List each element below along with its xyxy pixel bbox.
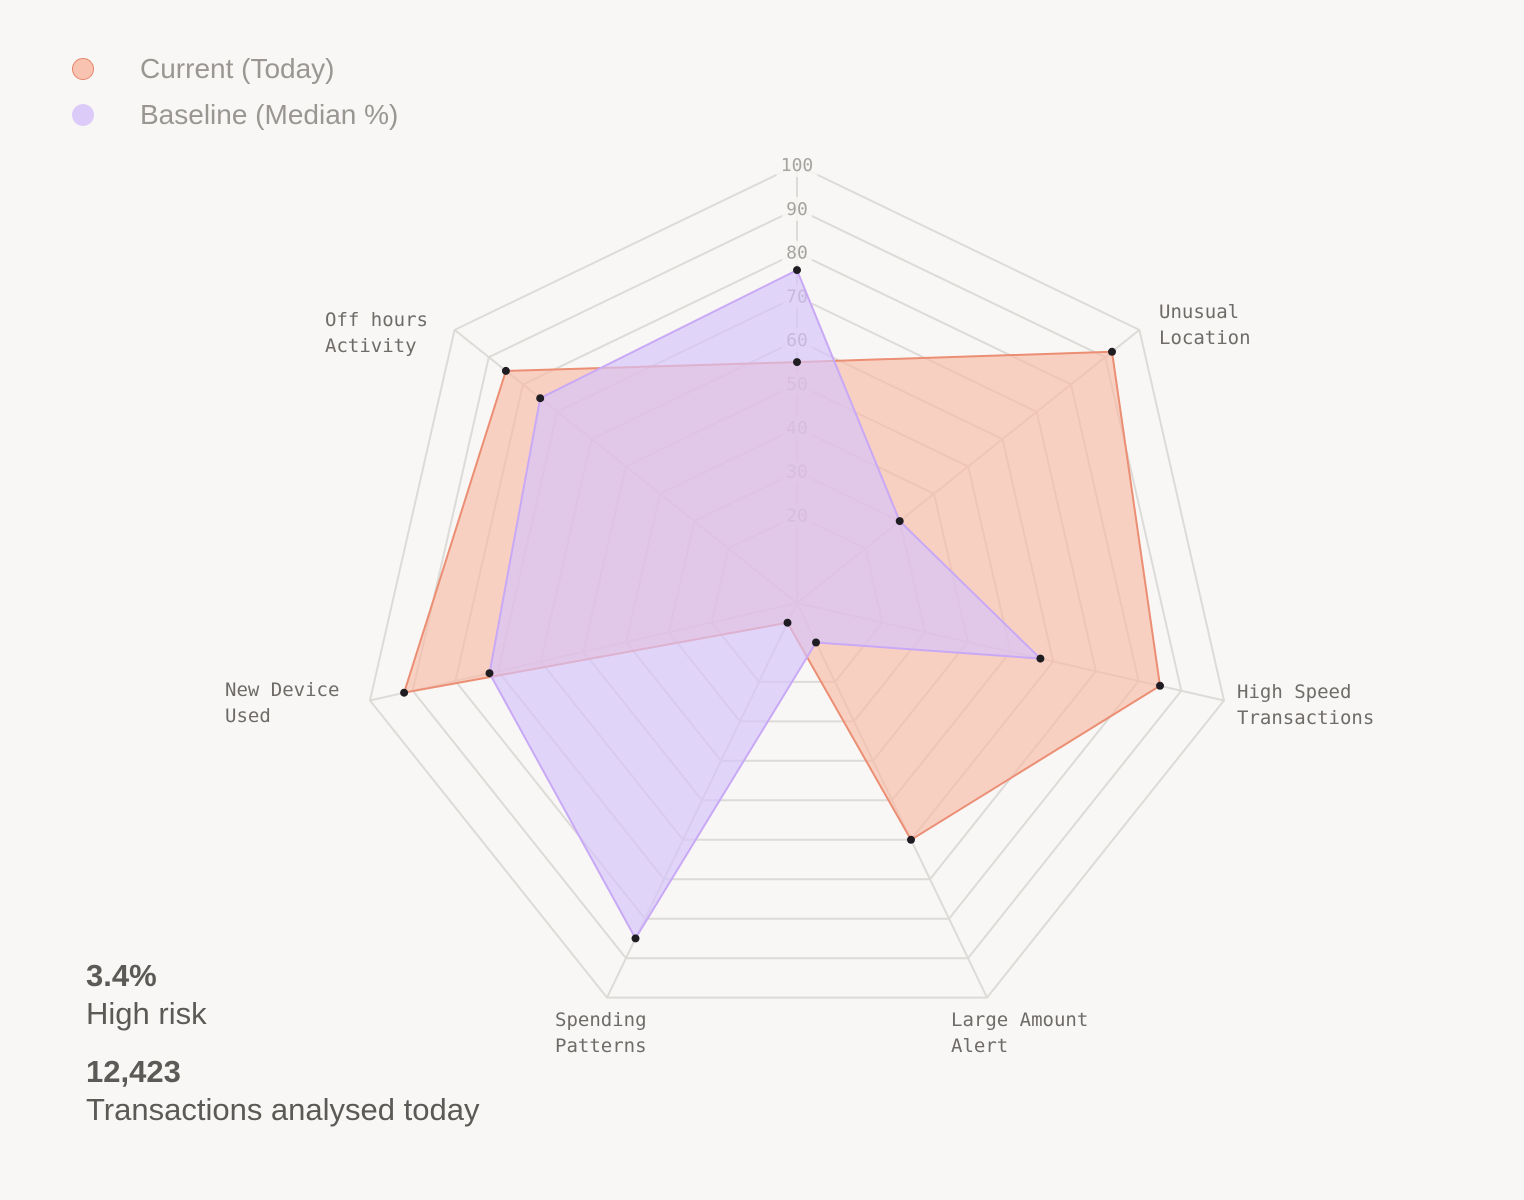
- axis-label-line: Spending: [555, 1009, 647, 1031]
- axis-label-spending-patterns: Spending Patterns: [555, 1009, 647, 1057]
- tick-label-80: 80: [786, 243, 808, 264]
- tick-label-bg-100: [776, 153, 818, 177]
- data-point-current-today-0: [793, 358, 801, 367]
- axis-label-line: Unusual: [1159, 301, 1239, 323]
- series-area-baseline-median: [488, 269, 1042, 940]
- legend-item-current[interactable]: Current (Today): [72, 46, 398, 92]
- axis-label-new-device-used: New Device Used: [225, 679, 339, 727]
- tick-label-bg-80: [782, 240, 812, 265]
- data-point-baseline-median-6: [536, 394, 545, 403]
- axis-label-large-amount-alert: Large Amount Alert: [951, 1009, 1088, 1057]
- axis-label-line: New Device: [225, 679, 339, 701]
- data-point-baseline-median-2: [1036, 654, 1045, 663]
- data-point-current-today-5: [400, 688, 409, 697]
- legend-label-current: Current (Today): [140, 53, 335, 84]
- axis-label-line: Used: [225, 705, 271, 727]
- data-point-current-today-4: [783, 618, 792, 627]
- tick-label-100: 100: [781, 155, 814, 176]
- data-point-current-today-1: [1108, 347, 1116, 356]
- axis-label-line: Patterns: [555, 1035, 647, 1057]
- stat-transactions: 12,423 Transactions analysed today: [86, 1054, 479, 1130]
- data-point-baseline-median-5: [485, 669, 494, 678]
- axis-label-line: High Speed: [1237, 681, 1351, 703]
- axis-label-high-speed-transactions: High Speed Transactions: [1237, 681, 1374, 729]
- axis-label-line: Alert: [951, 1035, 1008, 1057]
- tick-label-90: 90: [786, 199, 808, 220]
- legend-label-baseline: Baseline (Median %): [140, 99, 399, 130]
- axis-label-unusual-location: Unusual Location: [1159, 301, 1251, 349]
- legend-item-baseline[interactable]: Baseline (Median %): [72, 92, 398, 138]
- grid-ring-100: [368, 163, 1226, 999]
- legend-swatch-baseline: [72, 104, 94, 126]
- axis-label-line: Location: [1159, 327, 1251, 349]
- data-point-current-today-3: [907, 835, 915, 844]
- data-point-baseline-median-1: [895, 517, 904, 526]
- data-point-current-today-6: [501, 366, 510, 375]
- axis-label-line: Off hours: [325, 309, 428, 331]
- high-risk-label: High risk: [86, 996, 207, 1031]
- data-point-baseline-median-3: [812, 638, 820, 647]
- axis-label-line: Transactions: [1237, 707, 1374, 729]
- data-point-baseline-median-4: [631, 934, 640, 943]
- tick-label-bg-90: [782, 196, 812, 221]
- axis-label-line: Activity: [325, 335, 417, 357]
- transactions-value: 12,423: [86, 1054, 181, 1089]
- high-risk-value: 3.4%: [86, 958, 157, 993]
- data-point-baseline-median-0: [793, 266, 801, 275]
- axis-label-line: Large Amount: [951, 1009, 1088, 1031]
- axis-label-off-hours-activity: Off hours Activity: [325, 309, 428, 357]
- stats-panel: 3.4% High risk 12,423 Transactions analy…: [86, 958, 479, 1130]
- stat-high-risk: 3.4% High risk: [86, 958, 479, 1034]
- chart-legend: Current (Today) Baseline (Median %): [72, 46, 398, 138]
- data-point-current-today-2: [1156, 681, 1164, 690]
- legend-swatch-current: [72, 58, 94, 80]
- transactions-label: Transactions analysed today: [86, 1092, 480, 1127]
